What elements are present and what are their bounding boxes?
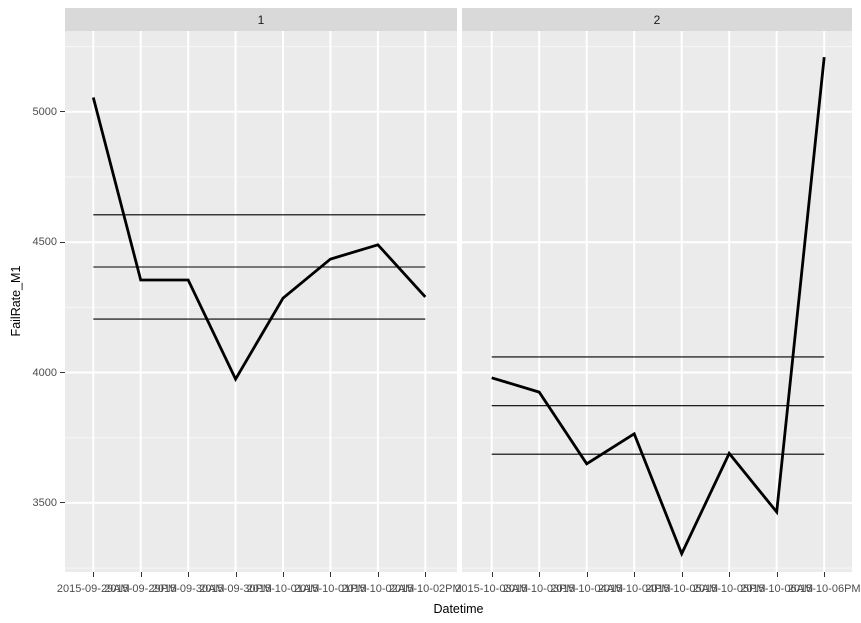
- x-tick-mark: [188, 572, 190, 577]
- facet-panel-2: [462, 31, 852, 572]
- facet-strip-1-label: 1: [257, 12, 265, 27]
- facet-strip-2-label: 2: [653, 12, 661, 27]
- x-tick-mark: [539, 572, 541, 577]
- y-tick-mark: [60, 111, 65, 113]
- x-tick-mark: [491, 572, 493, 577]
- facet-panel-1: [65, 31, 457, 572]
- x-tick-label: 2015-10-02AM: [341, 583, 415, 595]
- y-tick-label: 4500: [32, 236, 57, 249]
- x-tick-label: 2015-10-05PM: [692, 583, 766, 595]
- x-tick-mark: [586, 572, 588, 577]
- data-line: [91, 97, 427, 383]
- x-tick-label: 2015-10-02PM: [388, 583, 462, 595]
- x-tick-label: 2015-10-04PM: [597, 583, 671, 595]
- x-tick-mark: [377, 572, 379, 577]
- x-tick-mark: [283, 572, 284, 577]
- x-tick-label: 2015-10-03AM: [455, 583, 529, 595]
- x-tick-label: 2015-10-03PM: [502, 583, 576, 595]
- x-tick-label: 2015-09-30AM: [151, 583, 225, 595]
- data-line: [491, 56, 826, 558]
- facet-strip-2: 2: [462, 8, 852, 31]
- x-tick-mark: [425, 572, 427, 577]
- x-tick-label: 2015-10-06AM: [740, 583, 814, 595]
- facet-strip-1: 1: [65, 8, 457, 31]
- x-tick-mark: [729, 572, 731, 577]
- x-tick-label: 2015-10-01AM: [246, 583, 320, 595]
- x-tick-mark: [824, 572, 826, 577]
- y-tick-label: 5000: [32, 105, 57, 118]
- y-tick-mark: [60, 241, 65, 243]
- x-tick-mark: [634, 572, 636, 577]
- panel-plot-svg: [65, 31, 457, 572]
- x-axis-title: Datetime: [433, 602, 484, 616]
- x-tick-label: 2015-09-29AM: [56, 583, 130, 595]
- x-tick-label: 2015-10-06PM: [787, 583, 861, 595]
- y-tick-mark: [60, 502, 65, 504]
- y-tick-mark: [60, 372, 65, 373]
- x-tick-mark: [235, 572, 237, 577]
- x-tick-label: 2015-10-05AM: [645, 583, 719, 595]
- x-tick-mark: [681, 572, 683, 577]
- x-tick-mark: [93, 572, 95, 577]
- x-tick-mark: [140, 572, 142, 577]
- x-tick-label: 2015-09-30PM: [199, 583, 272, 595]
- y-tick-label: 4000: [32, 366, 57, 379]
- x-tick-label: 2015-09-29PM: [104, 583, 178, 595]
- x-tick-label: 2015-10-04AM: [550, 583, 624, 595]
- panel-plot-svg: [462, 31, 852, 572]
- x-tick-mark: [776, 572, 778, 577]
- y-tick-label: 3500: [32, 496, 57, 509]
- x-tick-label: 2015-10-01PM: [294, 583, 367, 595]
- y-axis-title: FailRate_M1: [9, 265, 23, 337]
- x-tick-mark: [330, 572, 332, 577]
